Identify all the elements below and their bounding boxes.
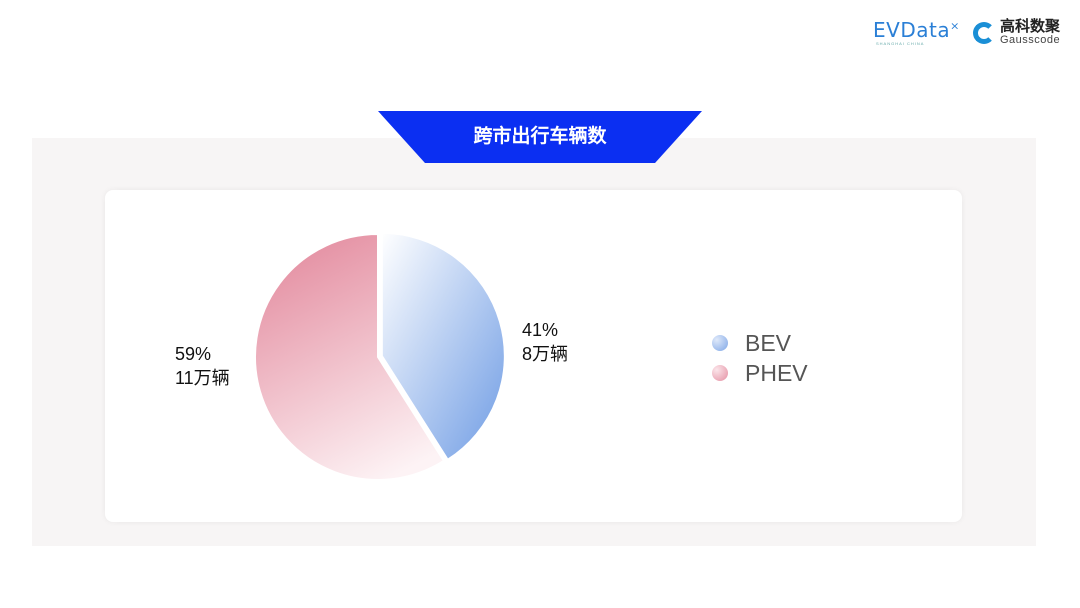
legend-swatch-phev [712,365,728,381]
bev-value-label: 8万辆 [522,344,569,364]
gausscode-en: Gausscode [1000,34,1061,46]
gausscode-cn: 高科数聚 [1000,18,1061,35]
legend-label-phev: PHEV [745,359,808,386]
legend-label-bev: BEV [745,329,792,356]
legend-item-phev[interactable]: PHEV [712,358,808,388]
pie-slice-bev[interactable] [380,231,506,462]
gausscode-logo-icon [973,21,995,44]
legend: BEV PHEV [712,328,808,388]
gausscode-logo: 高科数聚 Gausscode [973,19,1060,46]
phev-value-label: 11万辆 [175,368,230,388]
evdata-logo: EVData× [873,18,960,42]
title-banner [378,111,702,163]
phev-data-label: 59% 11万辆 [175,342,230,390]
phev-percent-label: 59% [175,344,212,364]
pie-slice-phev[interactable] [254,232,446,481]
bev-percent-label: 41% [522,320,559,340]
evdata-logo-text: EVData [873,18,951,42]
chart-card [105,190,962,522]
legend-swatch-bev [712,335,728,351]
bev-data-label: 41% 8万辆 [522,318,568,366]
chart-title: 跨市出行车辆数 [473,126,607,147]
legend-item-bev[interactable]: BEV [712,328,808,358]
evdata-logo-sub: SHANGHAI CHINA [876,41,925,46]
